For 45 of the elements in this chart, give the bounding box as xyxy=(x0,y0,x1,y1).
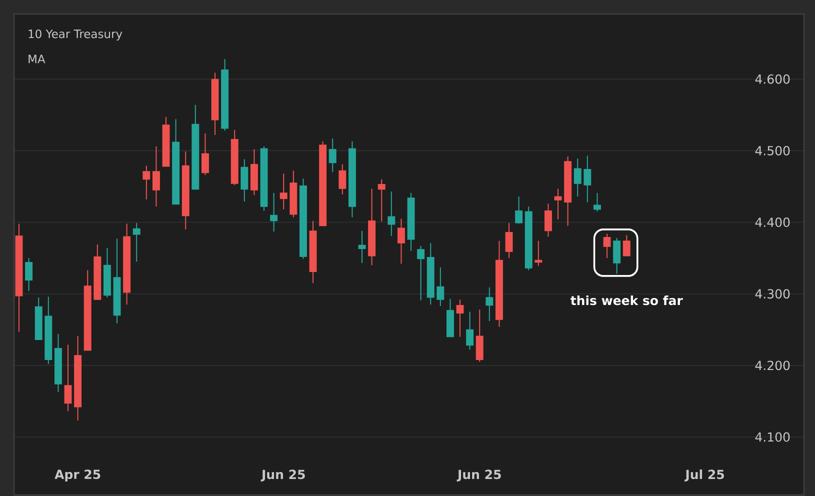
candlestick xyxy=(505,222,513,259)
candlestick xyxy=(603,233,611,259)
candlestick xyxy=(554,188,562,220)
candlestick xyxy=(613,238,621,274)
x-tick-label: Apr 25 xyxy=(54,470,100,482)
candlestick xyxy=(534,240,542,266)
y-tick-label: 4.400 xyxy=(755,218,790,227)
candlestick xyxy=(466,311,474,350)
candlestick xyxy=(515,196,523,224)
candlestick xyxy=(142,165,150,200)
candlestick xyxy=(476,309,484,362)
candlestick xyxy=(64,344,72,412)
candlestick xyxy=(397,218,405,264)
text: 10 Year Treasury xyxy=(28,30,122,40)
y-tick-label: 4.500 xyxy=(755,146,790,156)
candlestick xyxy=(388,190,396,236)
candlestick xyxy=(622,234,630,256)
candlestick xyxy=(25,258,33,292)
candlestick xyxy=(593,192,601,212)
annotation: this week so far xyxy=(570,295,683,306)
candlestick xyxy=(574,158,582,198)
candlestick xyxy=(378,178,386,222)
candlestick xyxy=(456,299,464,338)
candlestick xyxy=(486,286,494,322)
candlestick xyxy=(417,245,425,301)
candlestick xyxy=(584,155,592,203)
y-tick-label: 4.100 xyxy=(755,432,790,442)
y-tick-label: 4.200 xyxy=(755,360,790,370)
candlestick xyxy=(358,230,366,264)
candlestick xyxy=(270,192,278,232)
candlestick xyxy=(436,266,444,307)
candlestick xyxy=(338,164,346,195)
candlestick xyxy=(201,133,209,176)
y-tick-label: 4.300 xyxy=(755,289,790,299)
candlestick xyxy=(240,158,248,202)
candlestick xyxy=(132,222,140,262)
x-tick-label: Jul 25 xyxy=(684,469,724,482)
x-tick-label: Jun 25 xyxy=(260,470,305,482)
text: MA xyxy=(28,54,46,64)
candlestick xyxy=(152,146,160,208)
y-tick-label: 4.600 xyxy=(755,74,790,84)
candlestick xyxy=(544,203,552,238)
x-tick-label: Jun 25 xyxy=(456,470,501,482)
candlestick xyxy=(280,173,288,210)
candlestick xyxy=(328,138,336,173)
